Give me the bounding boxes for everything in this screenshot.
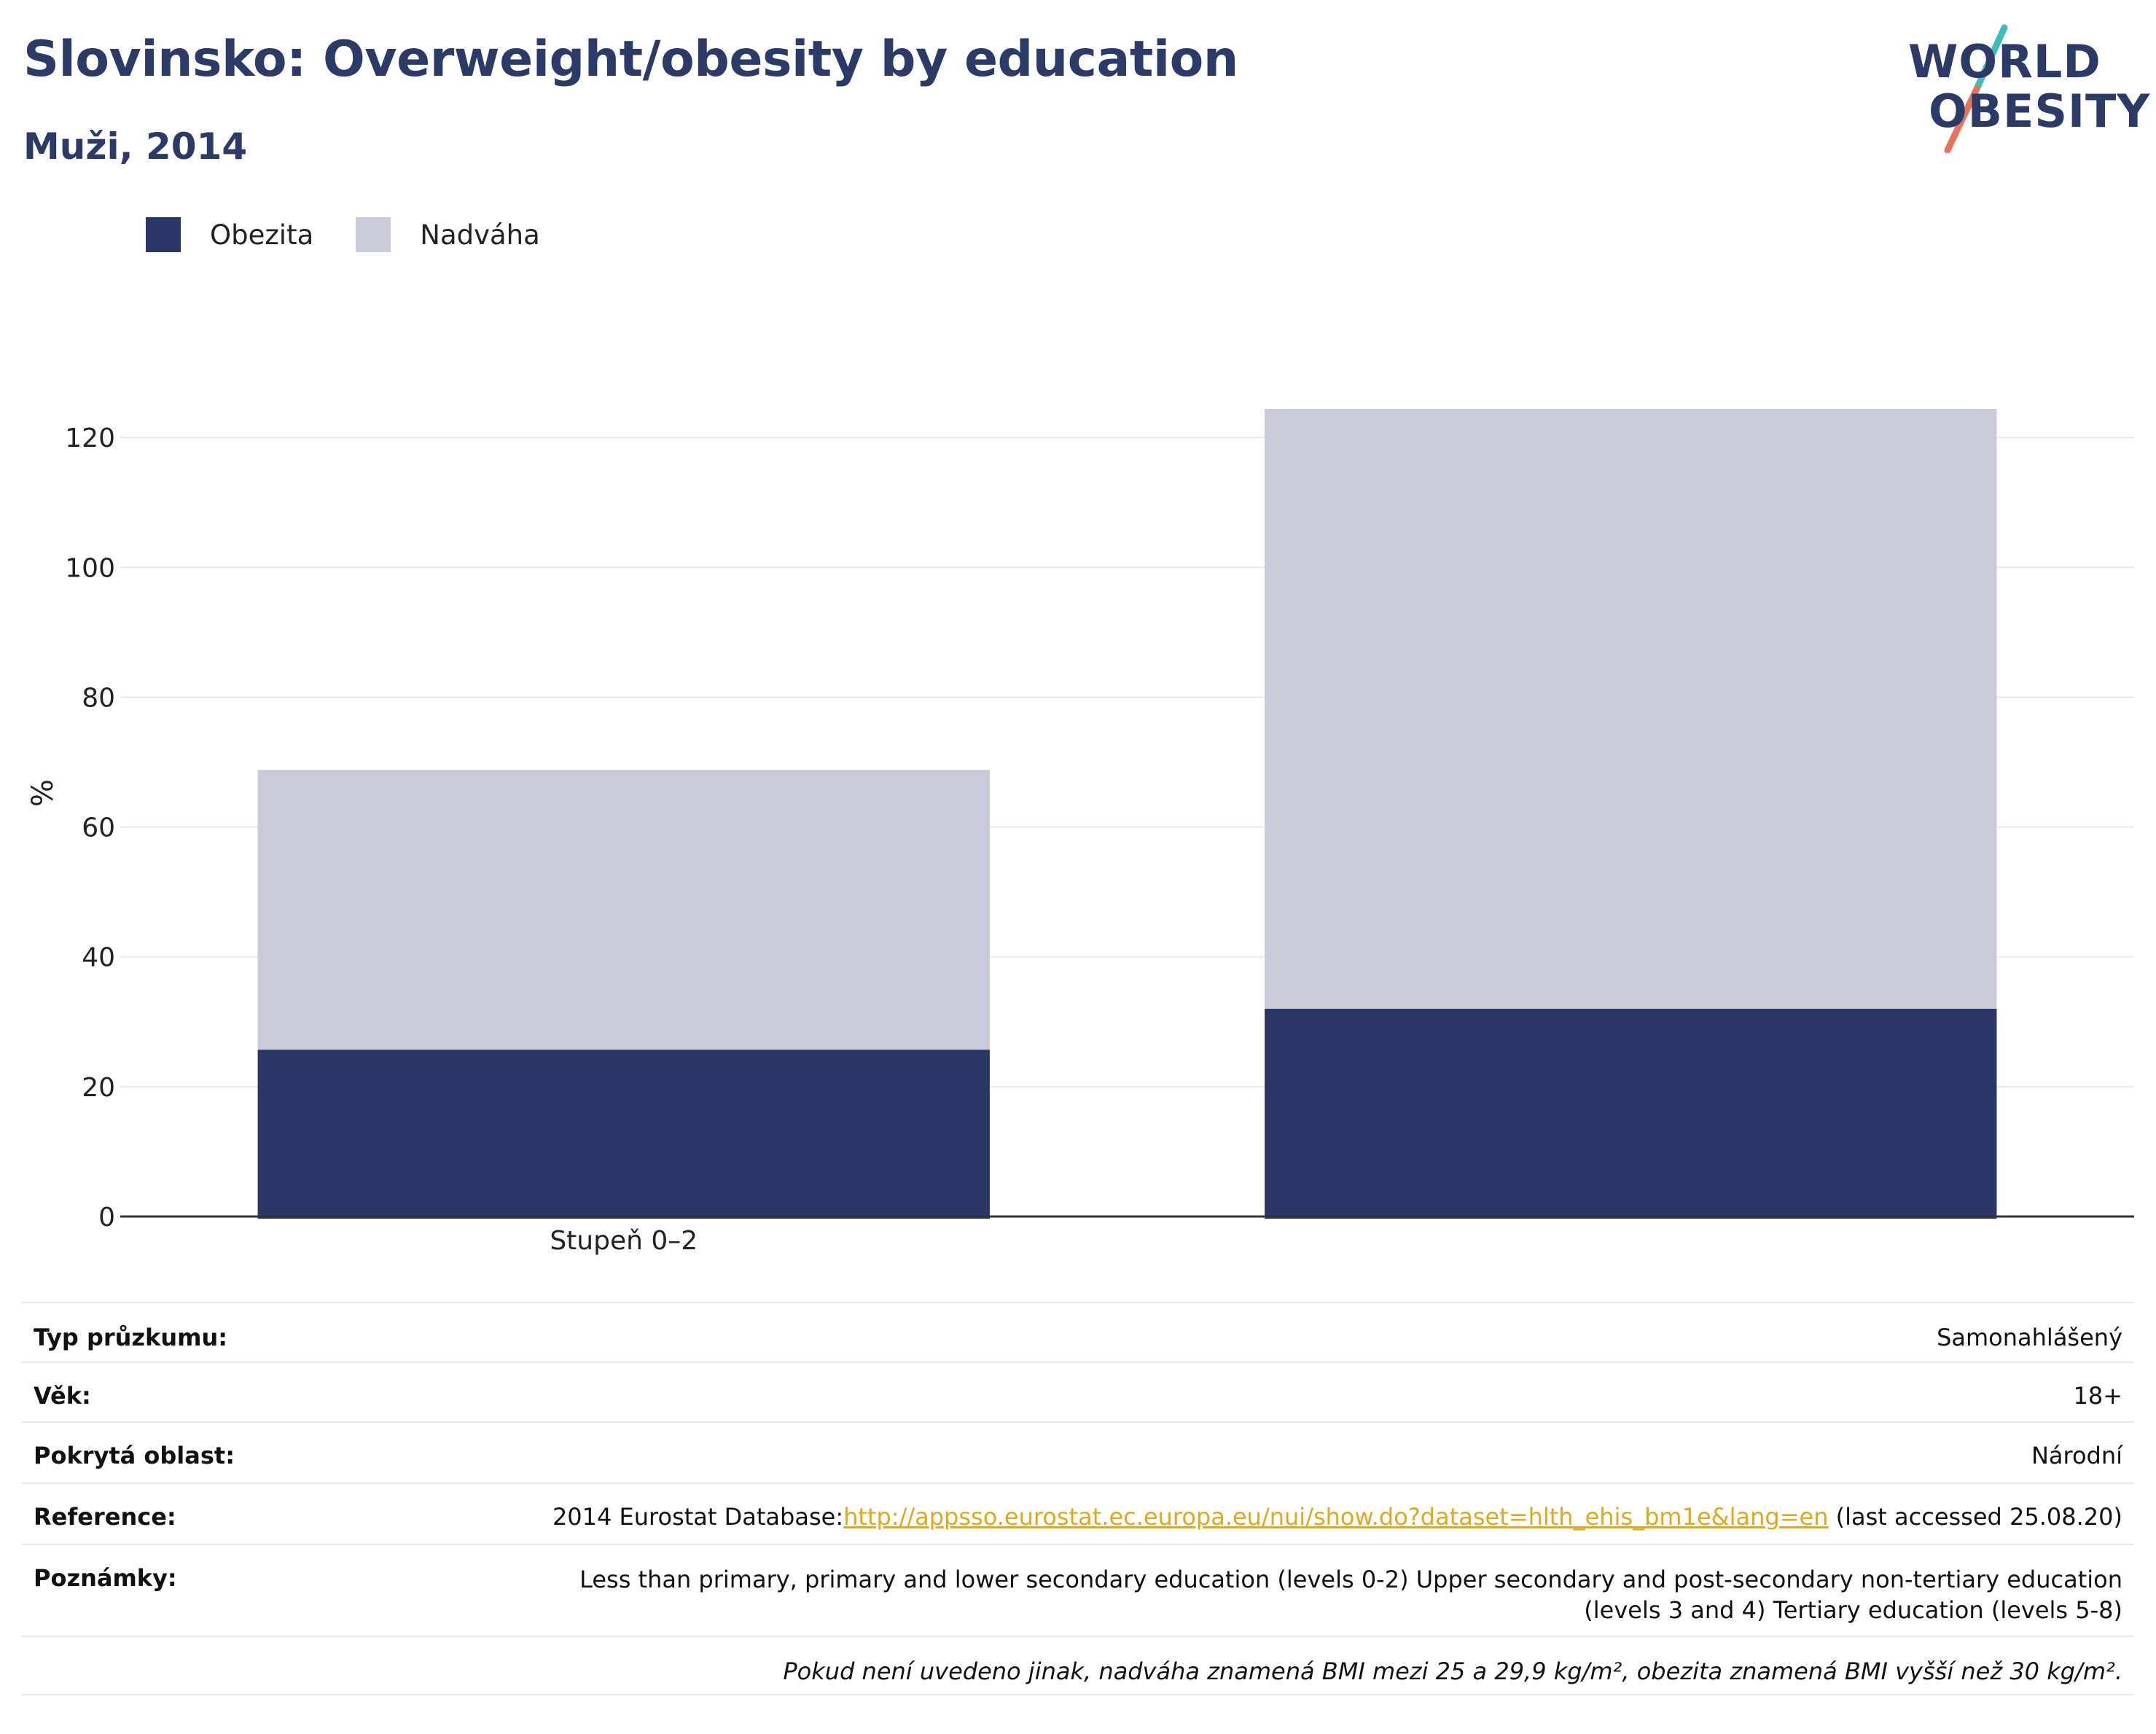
legend-label-nadvaha: Nadváha	[420, 219, 540, 251]
logo-line-obesity: OBESITY	[1929, 85, 2151, 138]
bar-obezita-1[interactable]	[1265, 1008, 1997, 1219]
y-tick-label-20: 20	[82, 1073, 115, 1103]
y-axis-title: %	[26, 779, 60, 807]
info-row-footnote: Pokud není uvedeno jinak, nadváha znamen…	[22, 1636, 2134, 1697]
info-key-survey-type: Typ průzkumu:	[34, 1324, 228, 1351]
info-row-reference: Reference: 2014 Eurostat Database:http:/…	[22, 1483, 2134, 1544]
y-tick-label-120: 120	[65, 423, 115, 453]
logo-slash-icon	[1944, 24, 2008, 153]
y-tick-label-60: 60	[82, 813, 115, 843]
info-value-reference: 2014 Eurostat Database:http://appsso.eur…	[552, 1503, 2122, 1531]
info-key-coverage: Pokrytá oblast:	[34, 1442, 235, 1469]
info-value-age: 18+	[2073, 1382, 2122, 1410]
y-tick-label-80: 80	[82, 683, 115, 713]
reference-link[interactable]: http://appsso.eurostat.ec.europa.eu/nui/…	[843, 1503, 1829, 1531]
world-obesity-logo: WORLD OBESITY	[1895, 22, 2149, 153]
legend-label-obezita: Obezita	[210, 219, 314, 251]
bmi-footnote: Pokud není uvedeno jinak, nadváha znamen…	[783, 1657, 2122, 1685]
chart-title: Slovinsko: Overweight/obesity by educati…	[23, 31, 1238, 88]
info-row-survey-type: Typ průzkumu: Samonahlášený	[22, 1302, 2134, 1362]
bar-nadváha-0[interactable]	[257, 770, 990, 1050]
legend-item-obezita[interactable]: Obezita	[146, 217, 313, 252]
legend-swatch-obezita	[146, 217, 181, 252]
info-value-survey-type: Samonahlášený	[1937, 1324, 2122, 1351]
legend-swatch-nadvaha	[356, 217, 391, 252]
y-tick-label-100: 100	[65, 553, 115, 583]
bar-obezita-0[interactable]	[257, 1050, 990, 1219]
info-row-notes: Poznámky: Less than primary, primary and…	[22, 1544, 2134, 1636]
y-tick-label-40: 40	[82, 943, 115, 973]
info-key-age: Věk:	[34, 1382, 91, 1410]
chart-subtitle: Muži, 2014	[23, 125, 248, 168]
logo-line-world: WORLD	[1908, 35, 2101, 88]
info-row-coverage: Pokrytá oblast: Národní	[22, 1421, 2134, 1483]
legend-item-nadvaha[interactable]: Nadváha	[356, 217, 540, 252]
info-key-notes: Poznámky:	[34, 1564, 177, 1592]
x-tick-label-0: Stupeň 0–2	[550, 1226, 698, 1256]
info-value-notes: Less than primary, primary and lower sec…	[579, 1564, 2122, 1625]
bar-nadváha-1[interactable]	[1265, 409, 1997, 1009]
stacked-bar-chart: 0 20 40 60 80 100 120% Stupeň 0–2	[26, 409, 2134, 1256]
survey-info-table: Typ průzkumu: Samonahlášený Věk: 18+ Pok…	[22, 1302, 2134, 1697]
chart-legend: Obezita Nadváha	[146, 217, 582, 252]
notes-line-1: Less than primary, primary and lower sec…	[579, 1566, 2122, 1593]
info-row-age: Věk: 18+	[22, 1362, 2134, 1421]
info-key-reference: Reference:	[34, 1503, 176, 1531]
table-bottom-divider	[22, 1694, 2134, 1695]
reference-prefix: 2014 Eurostat Database:	[552, 1503, 844, 1531]
y-tick-label-0: 0	[98, 1203, 115, 1233]
reference-suffix: (last accessed 25.08.20)	[1828, 1503, 2122, 1531]
notes-line-2: (levels 3 and 4) Tertiary education (lev…	[1584, 1596, 2122, 1624]
info-value-coverage: Národní	[2031, 1442, 2122, 1469]
